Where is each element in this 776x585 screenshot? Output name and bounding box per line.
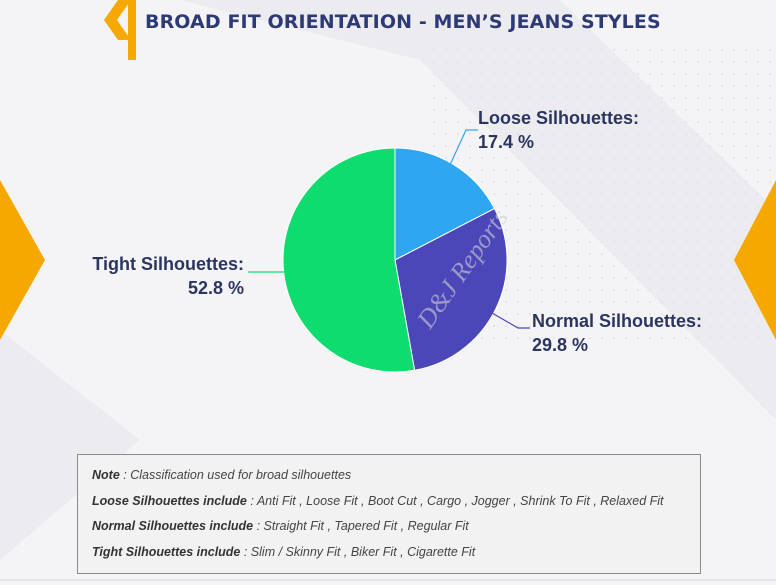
left-arrow-decoration <box>0 180 45 340</box>
note-box: Note : Classification used for broad sil… <box>77 454 701 574</box>
label-loose-name: Loose Silhouettes: <box>478 108 640 128</box>
label-loose-value: 17.4 % <box>478 132 535 152</box>
note-line-normal: Normal Silhouettes include : Straight Fi… <box>92 519 469 533</box>
label-tight-name: Tight Silhouettes: <box>92 254 244 274</box>
leader-normal <box>491 312 530 329</box>
page-title: BROAD FIT ORIENTATION - MEN’S JEANS STYL… <box>145 11 661 33</box>
label-normal-name: Normal Silhouettes: <box>532 311 703 331</box>
note-line: Note : Classification used for broad sil… <box>92 468 352 482</box>
note-line-loose: Loose Silhouettes include : Anti Fit , L… <box>92 493 664 508</box>
label-tight-value: 52.8 % <box>187 278 244 298</box>
slice-normal <box>394 207 508 371</box>
right-arrow-decoration <box>734 180 776 340</box>
label-normal: Normal Silhouettes: 29.8 % <box>532 309 702 357</box>
note-line-tight: Tight Silhouettes include : Slim / Skinn… <box>92 544 476 559</box>
leader-loose <box>449 129 478 166</box>
label-loose: Loose Silhouettes: 17.4 % <box>478 106 639 154</box>
pie-chart: D&J Reports <box>248 129 530 373</box>
slice-loose <box>394 147 496 261</box>
label-normal-value: 29.8 % <box>532 335 589 355</box>
label-tight: Tight Silhouettes: 52.8 % <box>70 252 244 300</box>
title-chevron-icon <box>104 0 136 60</box>
slice-tight <box>282 147 416 373</box>
